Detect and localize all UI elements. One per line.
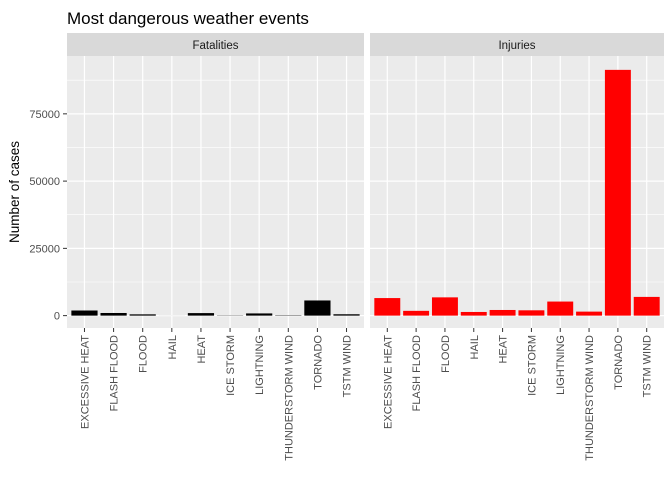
bar-injuries-hail — [460, 311, 487, 316]
y-axis-title: Number of cases — [7, 141, 22, 243]
facet-strip — [370, 33, 664, 56]
x-tick-label: EXCESSIVE HEAT — [79, 335, 91, 429]
y-tick-label: 0 — [54, 311, 60, 323]
facet-panels: Fatalities EXCESSIVE HEAT FLASH FLOOD FLOOD… — [67, 33, 664, 461]
x-tick-label: TORNADO — [613, 335, 625, 390]
x-tick-label: LIGHTNING — [555, 335, 567, 395]
bar-fatalities-flash-flood — [100, 312, 127, 316]
chart-title: Most dangerous weather events — [67, 9, 309, 28]
x-tick-label: TSTM WIND — [642, 335, 654, 397]
facet-strip-label: Fatalities — [192, 40, 238, 52]
x-tick-label: FLASH FLOOD — [109, 335, 121, 411]
bar-fatalities-heat — [187, 313, 215, 316]
bar-injuries-heat — [489, 309, 516, 316]
facet-strip-label: Injuries — [498, 40, 535, 52]
bar-injuries-flash-flood — [403, 310, 430, 316]
bar-injuries-flood — [431, 297, 458, 316]
bar-injuries-ice-storm — [518, 310, 545, 316]
x-tick-label: HAIL — [469, 335, 481, 359]
x-tick-label: HEAT — [196, 335, 208, 364]
x-tick-label: TORNADO — [312, 335, 324, 390]
facet-strip — [67, 33, 364, 56]
bar-fatalities-tornado — [304, 300, 331, 316]
panel-background — [67, 56, 364, 328]
y-tick-label: 75000 — [29, 109, 60, 121]
x-tick-label: TSTM WIND — [342, 335, 354, 397]
y-tick-label: 50000 — [29, 176, 60, 188]
bar-fatalities-lightning — [246, 313, 273, 316]
facet-panel-injuries: Injuries EXCESSIVE HEAT FLASH FLOOD FLOOD HA… — [370, 33, 664, 461]
x-tick-label: ICE STORM — [526, 335, 538, 396]
bar-injuries-tstm-wind — [633, 296, 660, 316]
x-tick-label: FLASH FLOOD — [411, 335, 423, 411]
x-tick-label: THUNDERSTORM WIND — [584, 335, 596, 461]
y-axis: 0 25000 50000 75000 — [29, 109, 67, 323]
x-tick-label: HEAT — [498, 335, 510, 364]
x-tick-label: ICE STORM — [225, 335, 237, 396]
bar-injuries-thunderstorm-wind — [576, 311, 603, 316]
x-tick-label: FLOOD — [440, 335, 452, 373]
x-tick-label: HAIL — [167, 335, 179, 359]
bar-injuries-tornado — [604, 69, 631, 316]
bar-fatalities-excessive-heat — [71, 310, 98, 316]
bar-injuries-excessive-heat — [374, 298, 401, 316]
x-tick-label: FLOOD — [138, 335, 150, 373]
x-tick-label: THUNDERSTORM WIND — [283, 335, 295, 461]
bar-fatalities-flood — [129, 314, 156, 316]
bar-fatalities-tstm-wind — [333, 314, 360, 316]
x-tick-label: EXCESSIVE HEAT — [382, 335, 394, 429]
y-tick-label: 25000 — [29, 243, 60, 255]
bar-injuries-lightning — [547, 301, 574, 316]
x-tick-label: LIGHTNING — [254, 335, 266, 395]
facet-panel-fatalities: Fatalities EXCESSIVE HEAT FLASH FLOOD FLOOD… — [67, 33, 364, 461]
